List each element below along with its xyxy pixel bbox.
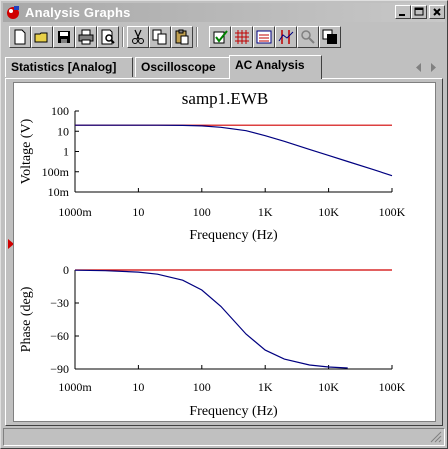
x-tick-label: 100 (193, 205, 211, 219)
x-tick-label: 100K (379, 205, 406, 219)
print-preview-button[interactable] (97, 26, 119, 48)
y-tick-label: 1 (63, 145, 69, 159)
x-tick-label: 10K (318, 380, 339, 394)
tab-strip: Statistics [Analog] Oscilloscope AC Anal… (5, 55, 445, 79)
y-tick-label: 10m (48, 185, 70, 199)
x-tick-label: 10 (132, 205, 144, 219)
toggle-grid-icon (235, 30, 249, 44)
tab-panel: samp1.EWB 1000m 10 100 1K 10K 100K 100 10 1 100m 10… (5, 78, 443, 426)
y-tick-label: 0 (63, 263, 69, 277)
reverse-colors-icon (322, 29, 337, 44)
new-button[interactable] (9, 26, 31, 48)
properties-icon (213, 30, 228, 44)
tab-ac-analysis[interactable]: AC Analysis (229, 55, 322, 79)
y-tick-label: −90 (50, 362, 69, 376)
app-icon (7, 6, 19, 19)
print-button[interactable] (75, 26, 97, 48)
tab-statistics-analog[interactable]: Statistics [Analog] (5, 57, 133, 77)
tab-scroll-arrows[interactable] (411, 59, 441, 76)
active-graph-marker[interactable] (8, 239, 14, 249)
y-tick-label: 100m (42, 165, 70, 179)
print-icon (78, 29, 94, 45)
save-button[interactable] (53, 26, 75, 48)
x-tick-label: 10K (318, 205, 339, 219)
toggle-legend-icon (256, 30, 272, 44)
x-axis-label: Frequency (Hz) (189, 404, 278, 419)
save-icon (58, 31, 70, 43)
toolbar-separator (122, 27, 124, 47)
new-icon (14, 29, 26, 45)
x-tick-label: 100 (193, 380, 211, 394)
copy-icon (152, 29, 167, 45)
close-icon (433, 8, 441, 16)
properties-button[interactable] (209, 26, 231, 48)
x-axis-label: Frequency (Hz) (189, 228, 278, 243)
resize-grip-icon[interactable] (430, 431, 442, 443)
maximize-icon (414, 7, 424, 16)
print-preview-icon (101, 29, 115, 45)
y-tick-label: 100 (51, 104, 69, 118)
series-line-voltage-1 (75, 124, 393, 177)
minimize-icon (399, 14, 405, 16)
window-title: Analysis Graphs (25, 5, 131, 20)
toolbar (3, 24, 445, 52)
chart-title: samp1.EWB (182, 89, 268, 108)
cut-icon (132, 29, 144, 44)
graph-area[interactable]: samp1.EWB 1000m 10 100 1K 10K 100K 100 10 1 100m 10… (13, 82, 436, 422)
zoom-button[interactable] (297, 26, 319, 48)
maximize-button[interactable] (411, 5, 427, 19)
x-tick-label: 1K (258, 205, 273, 219)
x-tick-label: 1000m (58, 205, 92, 219)
paste-button[interactable] (171, 26, 193, 48)
tab-oscilloscope[interactable]: Oscilloscope (135, 57, 230, 77)
status-bar (3, 428, 445, 446)
open-button[interactable] (31, 26, 53, 48)
x-tick-label: 10 (132, 380, 144, 394)
y-axis-label: Voltage (V) (19, 118, 34, 184)
toggle-legend-button[interactable] (253, 26, 275, 48)
toggle-cursors-icon (278, 30, 294, 44)
y-axis-label: Phase (deg) (19, 286, 34, 352)
zoom-icon (301, 30, 315, 44)
reverse-colors-button[interactable] (319, 26, 341, 48)
close-button[interactable] (429, 5, 445, 19)
series-line-phase-1 (74, 269, 348, 369)
open-icon (34, 32, 48, 43)
minimize-button[interactable] (395, 5, 411, 19)
paste-icon (175, 29, 189, 45)
y-tick-label: −30 (50, 296, 69, 310)
x-tick-label: 1K (258, 380, 273, 394)
x-tick-label: 100K (379, 380, 406, 394)
toggle-grid-button[interactable] (231, 26, 253, 48)
toggle-cursors-button[interactable] (275, 26, 297, 48)
y-tick-label: 10 (57, 124, 69, 138)
toolbar-separator (196, 27, 198, 47)
cut-button[interactable] (127, 26, 149, 48)
y-tick-label: −60 (50, 329, 69, 343)
title-bar[interactable]: Analysis Graphs (3, 3, 445, 22)
x-tick-label: 1000m (58, 380, 92, 394)
copy-button[interactable] (149, 26, 171, 48)
